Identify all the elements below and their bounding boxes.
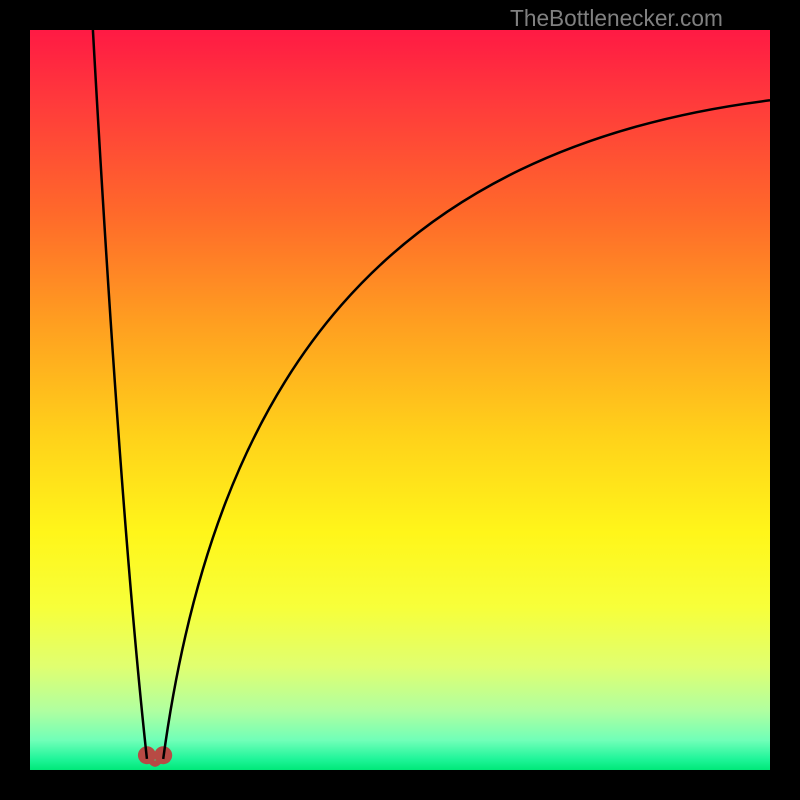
chart-svg [0, 0, 800, 800]
figure-root: TheBottlenecker.com [0, 0, 800, 800]
plot-background [30, 30, 770, 770]
watermark-text: TheBottlenecker.com [510, 5, 723, 32]
